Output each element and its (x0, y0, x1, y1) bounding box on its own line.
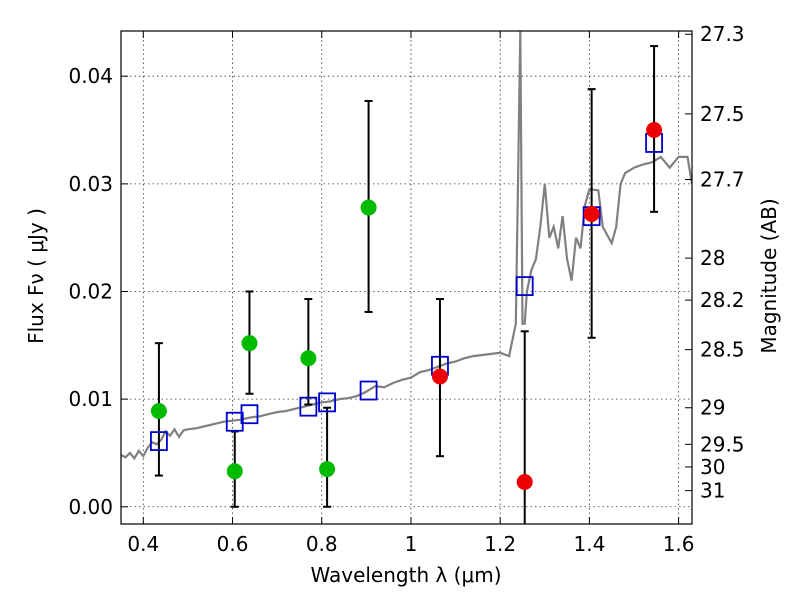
data-point (360, 199, 377, 216)
model-square (150, 431, 168, 452)
data-point (516, 474, 533, 491)
data-point (241, 335, 258, 352)
plot-frame (120, 30, 693, 525)
right-tick-label: 30 (700, 455, 725, 479)
y-tick-label: 0.02 (68, 279, 113, 303)
right-tick-label: 31 (700, 479, 725, 503)
y-tick-label: 0.04 (68, 64, 113, 88)
y-tick-label: 0.03 (68, 172, 113, 196)
x-tick-label: 1.4 (573, 532, 605, 556)
right-tick-label: 27.5 (700, 102, 745, 126)
model-photometry (150, 133, 663, 452)
model-spectrum (121, 31, 692, 461)
right-tick-label: 27.3 (700, 22, 745, 46)
data-point (319, 461, 336, 478)
error-bars (154, 45, 659, 524)
model-square (225, 411, 244, 432)
model-square (240, 404, 259, 425)
right-tick-label: 28.5 (700, 338, 745, 362)
right-tick-label: 28.2 (700, 288, 745, 312)
spectrum-line (121, 31, 692, 461)
x-tick-label: 1.2 (484, 532, 516, 556)
data-point (150, 402, 167, 419)
data-point (300, 350, 317, 367)
model-square (515, 276, 534, 297)
grid-lines (121, 31, 692, 524)
y-tick-label: 0.00 (68, 495, 113, 519)
right-tick-label: 28 (700, 246, 725, 270)
y-axis-label: Flux Fν ( μJy ) (24, 208, 48, 344)
model-square (318, 392, 336, 413)
model-square (299, 396, 318, 417)
x-tick-label: 1.6 (663, 532, 695, 556)
tick-labels: 0.4 0.6 0.8 1 1.2 1.4 1.6 0.00 0.01 0.02 0.03 0.04 2… (68, 22, 744, 556)
data-point (226, 463, 243, 480)
observed-photometry (150, 122, 663, 491)
data-point (583, 205, 600, 222)
x-axis-label: Wavelength λ (μm) (310, 563, 501, 587)
right-tick-label: 27.7 (700, 168, 745, 192)
right-axis-label: Magnitude (AB) (757, 198, 781, 353)
x-tick-label: 0.8 (306, 532, 338, 556)
x-tick-label: 0.6 (217, 532, 249, 556)
right-tick-label: 29.5 (700, 432, 745, 456)
x-tick-label: 1 (405, 532, 418, 556)
axis-ticks (121, 31, 692, 524)
data-point (646, 122, 663, 139)
right-tick-label: 29 (700, 396, 725, 420)
model-square (359, 380, 378, 401)
y-tick-label: 0.01 (68, 387, 113, 411)
data-point (431, 368, 448, 385)
x-tick-label: 0.4 (127, 532, 159, 556)
